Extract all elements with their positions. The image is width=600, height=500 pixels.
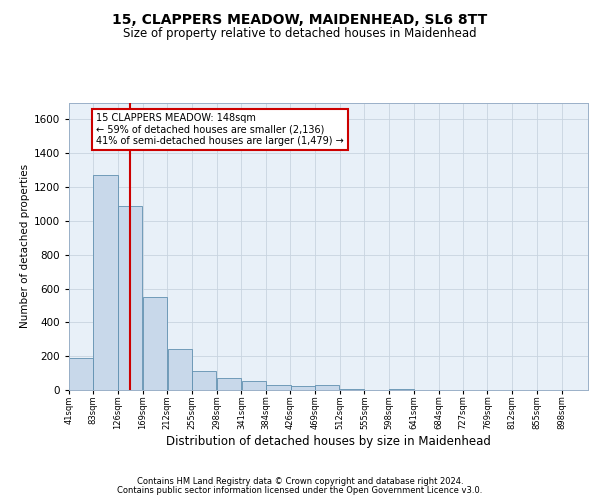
Text: 15, CLAPPERS MEADOW, MAIDENHEAD, SL6 8TT: 15, CLAPPERS MEADOW, MAIDENHEAD, SL6 8TT — [112, 12, 488, 26]
Bar — [290, 386, 315, 390]
Bar — [340, 389, 364, 390]
Bar — [118, 206, 142, 390]
Bar — [143, 297, 167, 390]
Y-axis label: Number of detached properties: Number of detached properties — [20, 164, 29, 328]
Bar — [167, 350, 192, 390]
Bar — [389, 389, 413, 390]
Text: Size of property relative to detached houses in Maidenhead: Size of property relative to detached ho… — [123, 28, 477, 40]
X-axis label: Distribution of detached houses by size in Maidenhead: Distribution of detached houses by size … — [166, 435, 491, 448]
Bar — [217, 378, 241, 390]
Bar — [266, 385, 290, 390]
Text: Contains public sector information licensed under the Open Government Licence v3: Contains public sector information licen… — [118, 486, 482, 495]
Bar — [192, 372, 217, 390]
Text: 15 CLAPPERS MEADOW: 148sqm
← 59% of detached houses are smaller (2,136)
41% of s: 15 CLAPPERS MEADOW: 148sqm ← 59% of deta… — [96, 113, 344, 146]
Bar — [315, 385, 340, 390]
Bar — [94, 175, 118, 390]
Text: Contains HM Land Registry data © Crown copyright and database right 2024.: Contains HM Land Registry data © Crown c… — [137, 477, 463, 486]
Bar — [69, 358, 94, 390]
Bar — [242, 380, 266, 390]
